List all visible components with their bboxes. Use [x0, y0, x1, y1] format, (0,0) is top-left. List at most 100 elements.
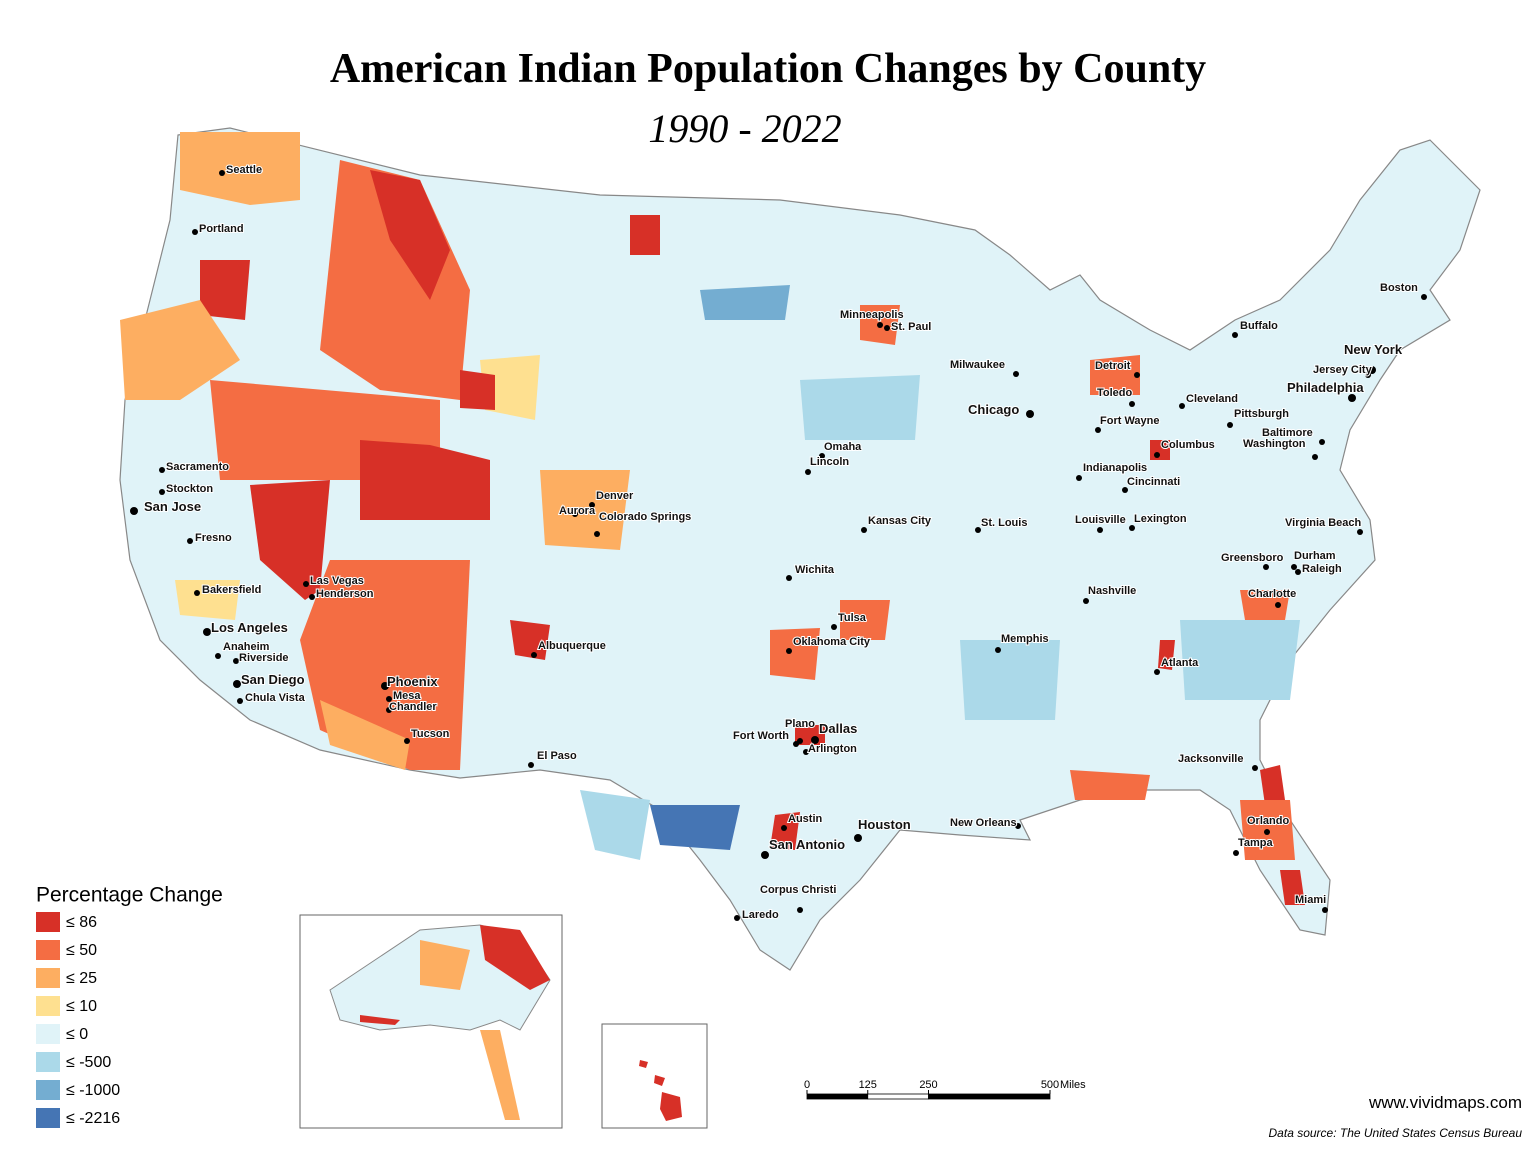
region — [175, 580, 240, 620]
city-dot — [237, 698, 243, 704]
city-label: New York — [1344, 342, 1403, 357]
city-label: Colorado Springs — [599, 511, 691, 523]
legend-swatch — [36, 912, 60, 932]
city-dot — [1348, 394, 1356, 402]
city-label: St. Paul — [891, 321, 931, 333]
alaska-inset — [299, 914, 563, 1129]
city-label: Fort Wayne — [1100, 415, 1160, 427]
city-dot — [1097, 527, 1103, 533]
city-label: Columbus — [1161, 439, 1215, 451]
city-dot — [404, 738, 410, 744]
city-dot — [1015, 823, 1021, 829]
city-label: Omaha — [824, 441, 862, 453]
legend-label: ≤ 25 — [66, 970, 97, 987]
scale-label: 0 — [804, 1079, 810, 1091]
region — [360, 440, 490, 520]
city-label: Houston — [858, 817, 911, 832]
region — [1158, 640, 1175, 670]
source: Data source: The United States Census Bu… — [1269, 1126, 1523, 1140]
city-dot — [1252, 765, 1258, 771]
city-label: Milwaukee — [950, 359, 1005, 371]
city-label: Charlotte — [1248, 588, 1296, 600]
city-label: San Antonio — [769, 837, 845, 852]
cities: Seattle Portland Sacramento Stockton San Jos… — [130, 163, 1427, 922]
city-dot — [1154, 669, 1160, 675]
region — [250, 480, 330, 600]
city-dot — [1122, 487, 1128, 493]
region — [480, 925, 550, 990]
city-dot — [803, 749, 809, 755]
region — [1090, 355, 1140, 395]
city-label: Chicago — [968, 402, 1019, 417]
city-dot — [786, 575, 792, 581]
city-label: Los Angeles — [211, 620, 288, 635]
city-label: Riverside — [239, 652, 289, 664]
city-label: Stockton — [166, 483, 213, 495]
city-dot — [309, 594, 315, 600]
city-label: Austin — [788, 813, 823, 825]
city-label: Lincoln — [810, 456, 849, 468]
city-dot — [781, 825, 787, 831]
city-dot — [884, 325, 890, 331]
city-label: Phoenix — [387, 674, 438, 689]
city-label: Las Vegas — [310, 575, 364, 587]
city-dot — [734, 915, 740, 921]
city-label: Fresno — [195, 532, 232, 544]
city-dot — [1154, 452, 1160, 458]
city-dot — [219, 170, 225, 176]
city-dot — [819, 453, 825, 459]
city-label: Portland — [199, 223, 244, 235]
city-dot — [1319, 439, 1325, 445]
region — [420, 940, 470, 990]
city-label: Pittsburgh — [1234, 408, 1289, 420]
inset-frame — [601, 1023, 708, 1129]
city-label: San Diego — [241, 672, 305, 687]
city-dot — [1232, 332, 1238, 338]
city-label: Tulsa — [838, 612, 867, 624]
city-label: Toledo — [1097, 387, 1133, 399]
city-label: Memphis — [1001, 633, 1049, 645]
city-dot — [1368, 366, 1376, 374]
city-label: Greensboro — [1221, 552, 1284, 564]
legend-swatch — [36, 1108, 60, 1128]
city-dot — [1095, 427, 1101, 433]
city-dot — [572, 511, 578, 517]
city-label: Miami — [1295, 894, 1326, 906]
city-label: Cleveland — [1186, 393, 1238, 405]
city-label: Raleigh — [1302, 563, 1342, 575]
region — [580, 790, 650, 860]
city-dot — [1357, 529, 1363, 535]
city-dot — [233, 680, 241, 688]
scale-bar: 0 125 250 500 Miles — [804, 1079, 1086, 1100]
legend-label: ≤ -500 — [66, 1054, 111, 1071]
region — [650, 805, 740, 850]
city-dot — [187, 538, 193, 544]
scale-unit: Miles — [1060, 1079, 1086, 1091]
city-dot — [203, 628, 211, 636]
city-dot — [1291, 564, 1297, 570]
city-dot — [831, 624, 837, 630]
city-label: Arlington — [808, 743, 857, 755]
city-label: Chula Vista — [245, 692, 306, 704]
city-dot — [1233, 850, 1239, 856]
city-label: Orlando — [1247, 815, 1289, 827]
city-label: Durham — [1294, 550, 1336, 562]
region — [1280, 870, 1305, 905]
city-label: Detroit — [1095, 360, 1131, 372]
city-dot — [159, 467, 165, 473]
region — [480, 1030, 520, 1120]
region — [180, 132, 300, 205]
city-dot — [877, 322, 883, 328]
city-label: Minneapolis — [840, 309, 904, 321]
legend-swatch — [36, 940, 60, 960]
city-dot — [797, 907, 803, 913]
legend-swatch — [36, 1052, 60, 1072]
city-dot — [531, 652, 537, 658]
region — [770, 628, 820, 680]
city-label: Henderson — [316, 588, 374, 600]
city-label: New Orleans — [950, 817, 1017, 829]
region — [320, 700, 410, 770]
city-label: Aurora — [559, 505, 596, 517]
legend-label: ≤ 86 — [66, 914, 97, 931]
city-dot — [805, 469, 811, 475]
